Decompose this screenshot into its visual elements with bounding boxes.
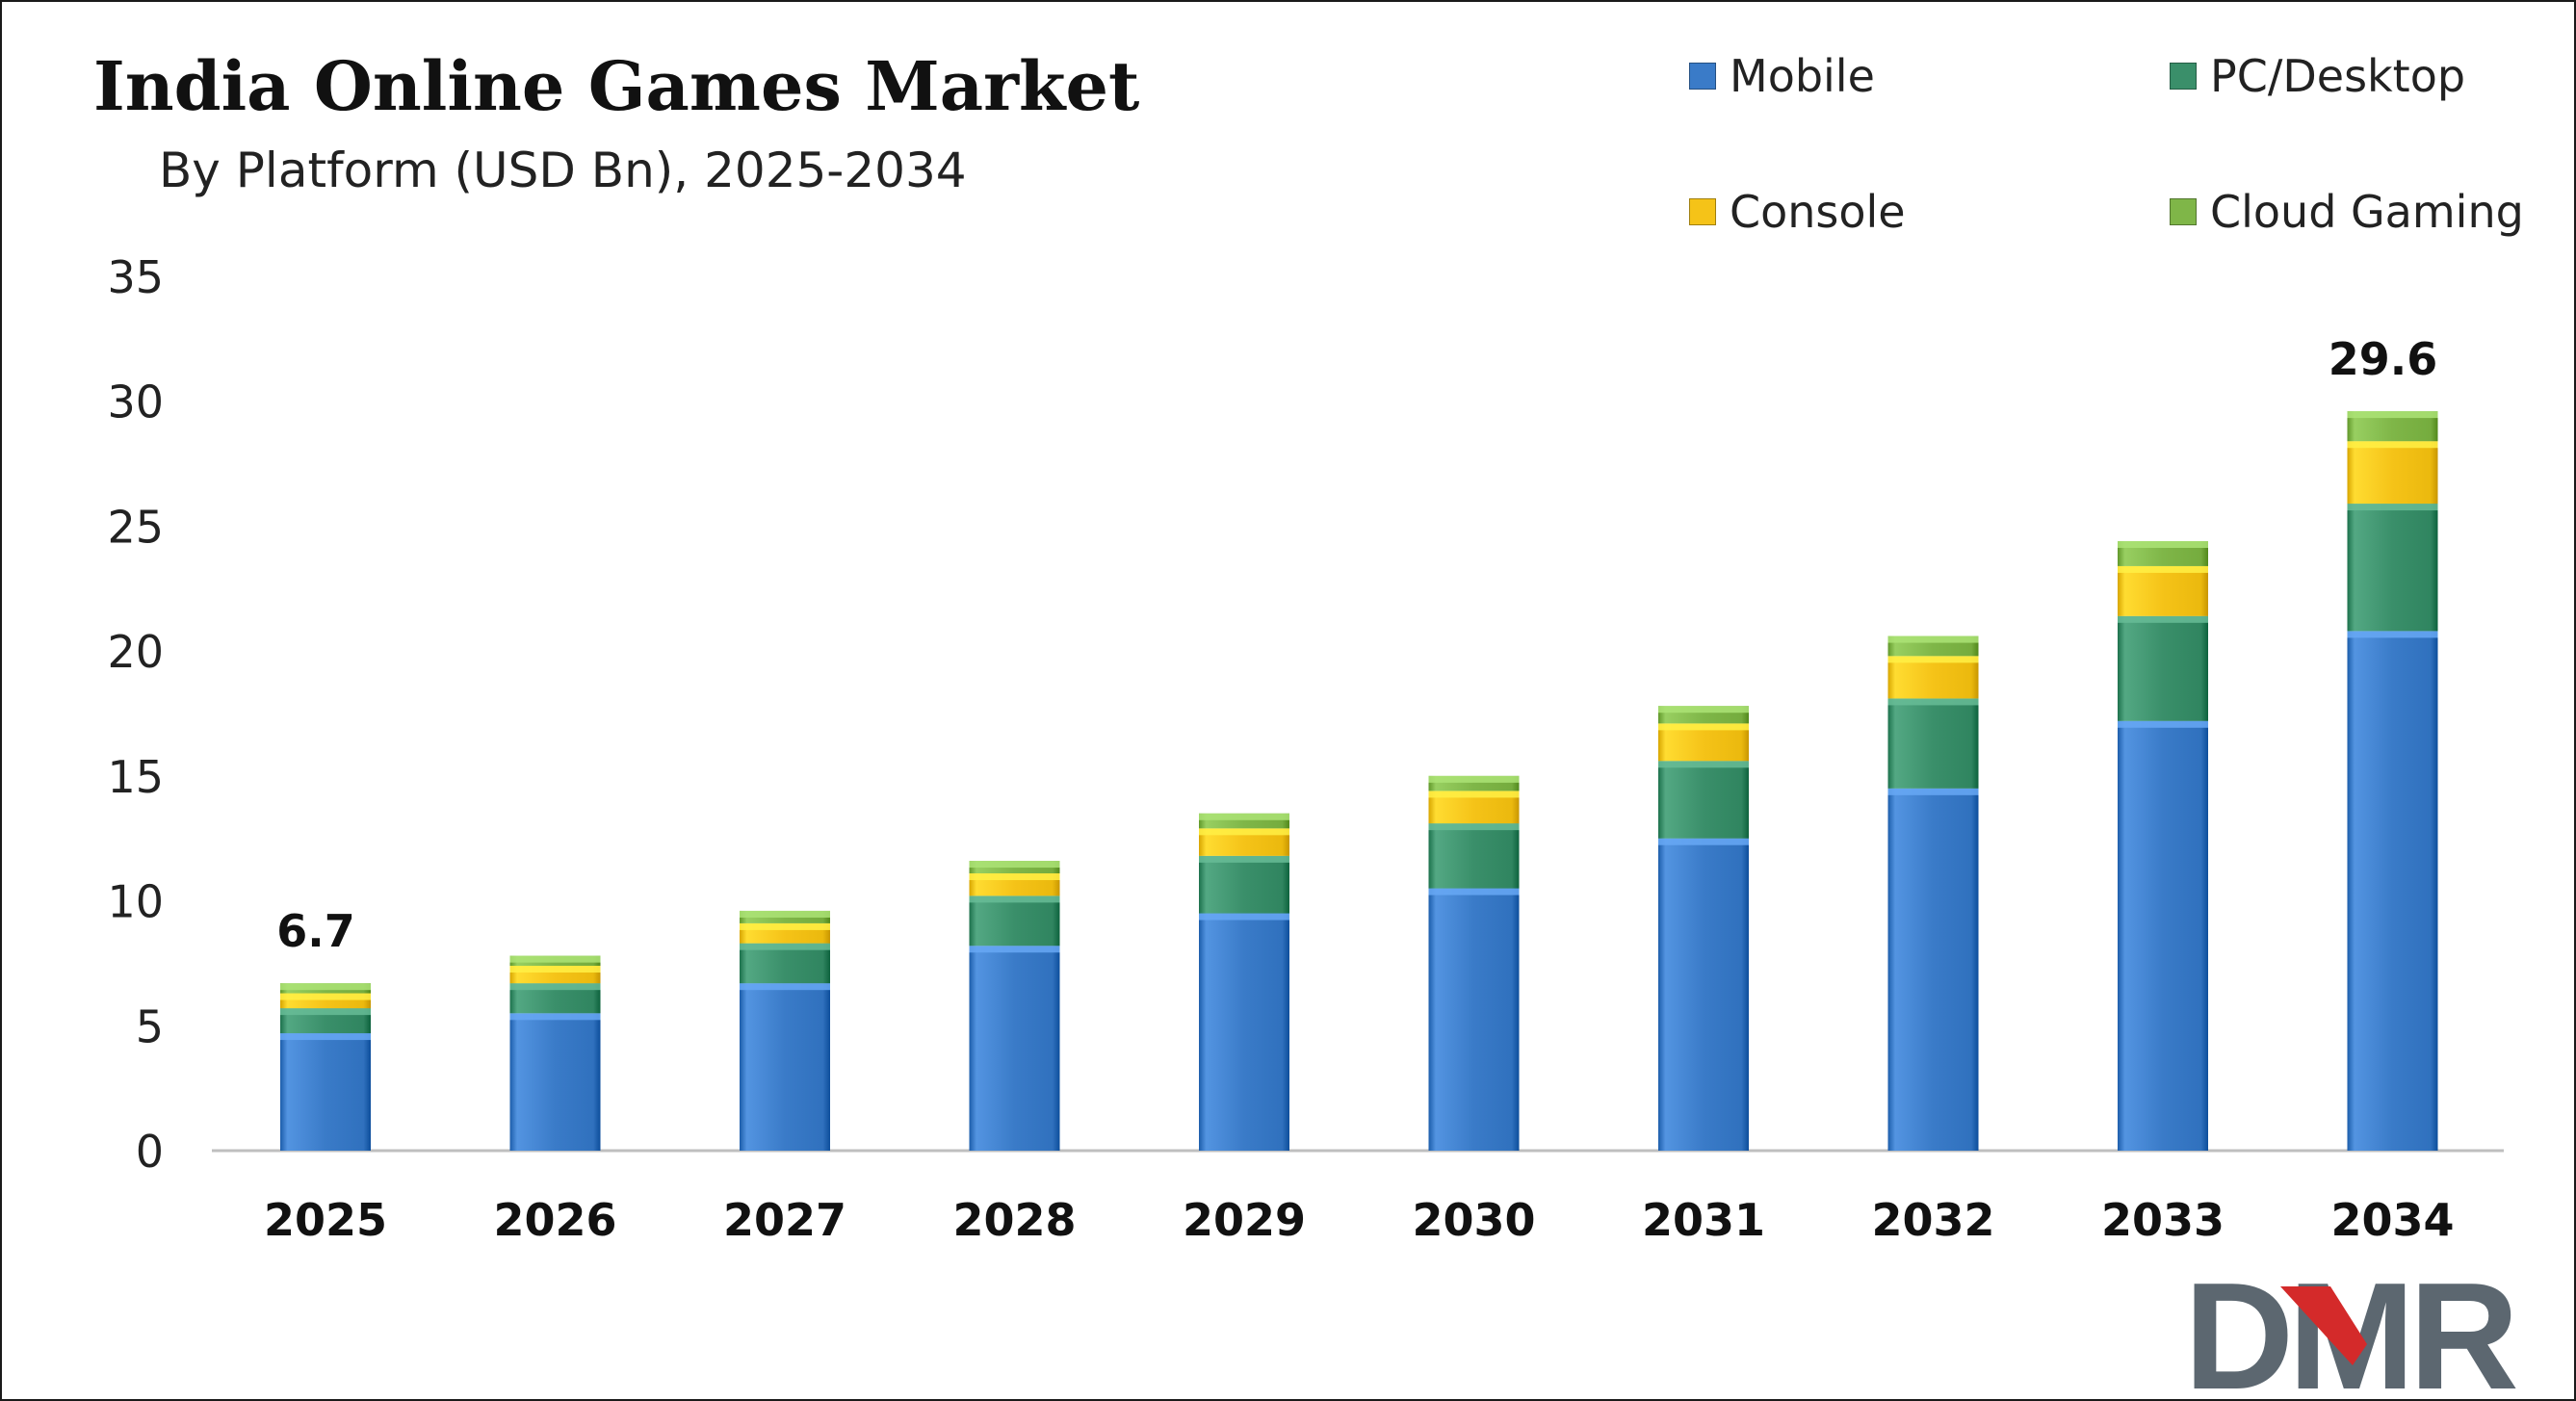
bar-bevel [1199, 813, 1289, 820]
y-tick-label: 5 [136, 1000, 164, 1052]
y-tick-label: 25 [107, 501, 164, 553]
x-tick-label: 2031 [1642, 1194, 1765, 1246]
y-tick-label: 30 [107, 376, 164, 428]
bar-bevel [1887, 636, 1979, 643]
bar-bevel [969, 946, 1060, 953]
bar-bevel [2347, 441, 2438, 449]
bar-stack-2029 [1199, 813, 1289, 1151]
bar-segment-mobile-2026 [509, 1013, 601, 1151]
bar-bevel [1199, 828, 1289, 836]
bar-segment-pc-desktop-2028 [969, 895, 1060, 947]
bar-segment-mobile-2025 [280, 1033, 371, 1151]
x-tick-label: 2029 [1183, 1194, 1306, 1246]
y-tick-label: 10 [107, 876, 164, 928]
bar-bevel [740, 983, 830, 991]
bar-bevel [1428, 823, 1520, 831]
bar-bevel [509, 1013, 601, 1021]
y-tick-label: 20 [107, 626, 164, 678]
bar-bevel [2347, 411, 2438, 419]
bar-bevel [1887, 656, 1979, 663]
bar-bevel [969, 873, 1060, 881]
bar-bevel [1658, 838, 1749, 845]
bar-bevel [2347, 504, 2438, 511]
bar-stack-2033 [2118, 540, 2208, 1151]
bar-stack-2026 [509, 955, 601, 1151]
dmr-logo-red-stroke [2280, 1286, 2367, 1365]
bar-bevel [509, 955, 601, 963]
bar-bevel [2118, 615, 2208, 623]
bar-segment-pc-desktop-2032 [1887, 698, 1979, 789]
bar-bevel [2118, 540, 2208, 548]
bar-bevel [1658, 706, 1749, 713]
bar-segment-pc-desktop-2029 [1199, 855, 1289, 914]
bar-stack-2025 [280, 983, 371, 1151]
bar-segment-mobile-2027 [740, 983, 830, 1151]
total-data-label: 6.7 [276, 905, 355, 957]
bar-segment-pc-desktop-2033 [2118, 615, 2208, 721]
bar-segment-mobile-2028 [969, 946, 1060, 1151]
bar-bevel [2347, 631, 2438, 638]
bar-bevel [509, 983, 601, 991]
bar-segment-mobile-2030 [1428, 888, 1520, 1151]
bar-bevel [1199, 913, 1289, 921]
bar-bevel [280, 983, 371, 991]
bar-bevel [740, 910, 830, 918]
bar-bevel [1887, 698, 1979, 706]
bar-segment-mobile-2031 [1658, 838, 1749, 1151]
x-tick-label: 2030 [1412, 1194, 1535, 1246]
bar-segment-mobile-2033 [2118, 720, 2208, 1151]
bar-bevel [2118, 565, 2208, 573]
bar-bevel [1428, 775, 1520, 783]
y-tick-label: 15 [107, 751, 164, 803]
total-data-label: 29.6 [2329, 333, 2438, 385]
bar-segment-mobile-2034 [2347, 631, 2438, 1151]
x-tick-label: 2028 [952, 1194, 1076, 1246]
bar-stack-2028 [969, 861, 1060, 1151]
bar-bevel [509, 966, 601, 973]
bar-segment-pc-desktop-2030 [1428, 823, 1520, 889]
bar-stack-2027 [740, 910, 830, 1151]
x-tick-label: 2027 [723, 1194, 846, 1246]
x-tick-label: 2033 [2101, 1194, 2225, 1246]
y-tick-label: 35 [107, 251, 164, 303]
bar-bevel [1887, 788, 1979, 795]
bar-bevel [969, 895, 1060, 903]
bar-bevel [1658, 761, 1749, 768]
bar-bevel [280, 993, 371, 1000]
bar-bevel [280, 1008, 371, 1016]
bar-bevel [1658, 723, 1749, 731]
bar-segment-mobile-2032 [1887, 788, 1979, 1151]
bar-segment-console-2034 [2347, 441, 2438, 505]
bar-bevel [740, 922, 830, 930]
bar-bevel [280, 1033, 371, 1041]
x-tick-label: 2034 [2330, 1194, 2454, 1246]
y-tick-label: 0 [136, 1126, 164, 1178]
dmr-logo: DMR [2184, 1269, 2522, 1394]
bar-stack-2034 [2347, 411, 2438, 1151]
bar-bevel [740, 943, 830, 950]
bar-segment-pc-desktop-2034 [2347, 504, 2438, 632]
bar-stack-2032 [1887, 636, 1979, 1151]
bar-bevel [969, 861, 1060, 869]
bar-stack-2031 [1658, 706, 1749, 1151]
chart-title: India Online Games Market [93, 46, 1140, 126]
bar-stack-2030 [1428, 775, 1520, 1151]
bar-segment-pc-desktop-2031 [1658, 761, 1749, 839]
bar-bevel [1428, 888, 1520, 895]
bar-segment-console-2032 [1887, 656, 1979, 699]
x-tick-label: 2025 [264, 1194, 387, 1246]
x-tick-label: 2032 [1871, 1194, 1994, 1246]
bar-segment-mobile-2029 [1199, 913, 1289, 1151]
x-tick-label: 2026 [493, 1194, 616, 1246]
bar-bevel [1428, 791, 1520, 798]
bar-bevel [1199, 855, 1289, 863]
chart-subtitle: By Platform (USD Bn), 2025-2034 [159, 143, 967, 198]
bar-bevel [2118, 720, 2208, 728]
bar-segment-console-2033 [2118, 565, 2208, 616]
